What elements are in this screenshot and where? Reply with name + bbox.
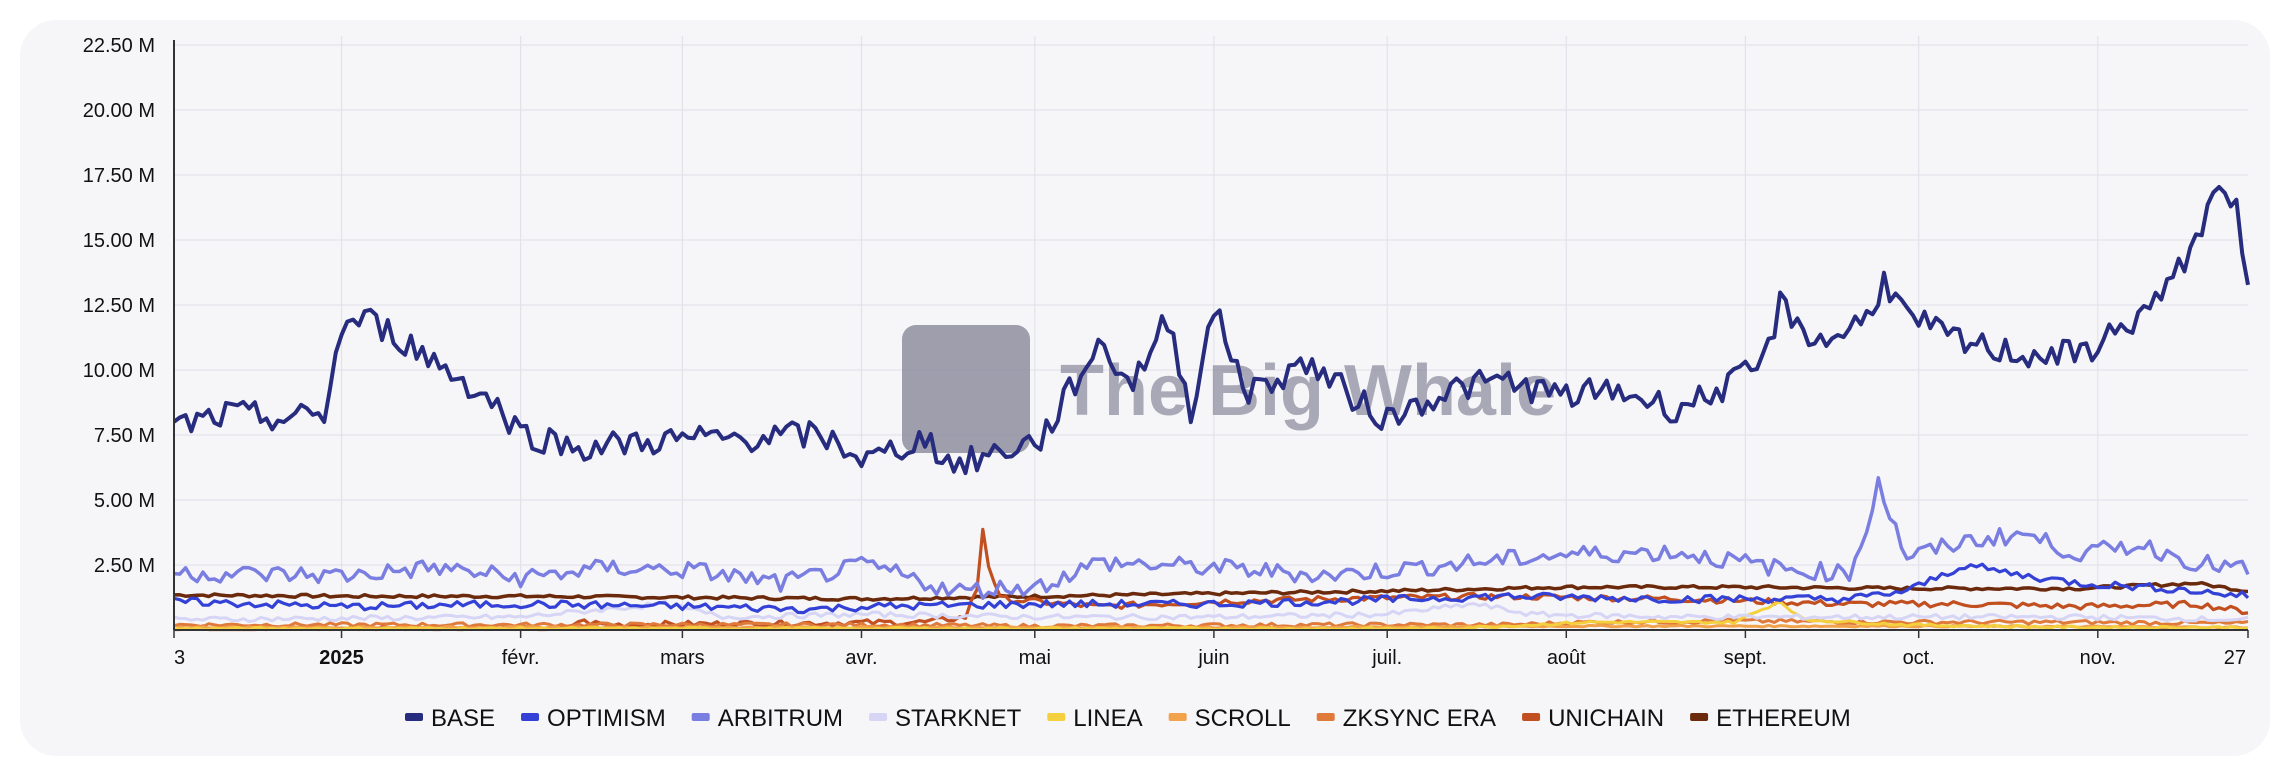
- legend-label: UNICHAIN: [1548, 705, 1664, 732]
- legend-item-linea[interactable]: LINEA: [1047, 705, 1143, 732]
- y-tick-label: 5.00 M: [94, 490, 155, 512]
- y-tick-label: 17.50 M: [83, 165, 155, 187]
- series-line-arbitrum[interactable]: [174, 476, 2250, 600]
- x-tick-label: avr.: [845, 647, 877, 669]
- legend-swatch: [521, 713, 540, 721]
- y-tick-label: 20.00 M: [83, 100, 155, 122]
- x-tick-label: 3: [174, 647, 185, 669]
- series-line-base[interactable]: [174, 185, 2250, 476]
- legend-item-scroll[interactable]: SCROLL: [1168, 705, 1291, 732]
- x-tick-label: juin: [1197, 647, 1229, 669]
- legend-item-base[interactable]: BASE: [405, 705, 495, 732]
- legend-swatch: [1522, 713, 1541, 721]
- legend-item-arbitrum[interactable]: ARBITRUM: [691, 705, 843, 732]
- x-tick-label: juil.: [1371, 647, 1402, 669]
- series-line-ethereum[interactable]: [174, 580, 2249, 602]
- legend-item-optimism[interactable]: OPTIMISM: [521, 705, 666, 732]
- watermark-logo: [902, 325, 1030, 453]
- chart-card: [20, 20, 2270, 756]
- x-tick-label: 27: [2224, 647, 2246, 669]
- y-tick-label: 12.50 M: [83, 295, 155, 317]
- x-tick-label: mai: [1019, 647, 1051, 669]
- legend-label: ARBITRUM: [718, 705, 843, 732]
- y-axis-ticks: 2.50 M 5.00 M 7.50 M 10.00 M 12.50 M 15.00 M 1…: [83, 35, 155, 577]
- series-line-zksync-era[interactable]: [174, 617, 2249, 630]
- x-tick-label: 2025: [319, 647, 364, 669]
- legend-item-ethereum[interactable]: ETHEREUM: [1690, 705, 1851, 732]
- legend-swatch: [1168, 713, 1187, 721]
- x-tick-label: févr.: [502, 647, 540, 669]
- legend-label: ZKSYNC ERA: [1343, 705, 1496, 732]
- y-tick-label: 2.50 M: [94, 555, 155, 577]
- legend-label: SCROLL: [1195, 705, 1291, 732]
- legend-swatch: [1316, 713, 1335, 721]
- x-axis-ticks: 3 2025 févr. mars avr. mai juin juil. août sept. o…: [173, 630, 2249, 669]
- y-tick-label: 7.50 M: [94, 425, 155, 447]
- legend-label: STARKNET: [895, 705, 1022, 732]
- x-tick-label: août: [1547, 647, 1586, 669]
- legend-label: OPTIMISM: [547, 705, 666, 732]
- y-tick-label: 15.00 M: [83, 230, 155, 252]
- legend-swatch: [691, 713, 710, 721]
- legend-swatch: [405, 713, 423, 721]
- legend: BASE OPTIMISM ARBITRUM STARKNET LINEA SCROLL Z…: [405, 705, 1851, 732]
- x-tick-label: nov.: [2080, 647, 2116, 669]
- series-line-starknet[interactable]: [174, 600, 2249, 624]
- legend-label: ETHEREUM: [1716, 705, 1851, 732]
- grid-lines: [174, 36, 2248, 630]
- x-tick-label: mars: [660, 647, 704, 669]
- legend-item-starknet[interactable]: STARKNET: [869, 705, 1022, 732]
- legend-label: BASE: [431, 705, 495, 732]
- legend-item-unichain[interactable]: UNICHAIN: [1522, 705, 1664, 732]
- x-tick-label: oct.: [1903, 647, 1935, 669]
- legend-swatch: [1047, 713, 1066, 721]
- watermark: The Big Whale: [902, 325, 1556, 453]
- x-tick-label: sept.: [1724, 647, 1767, 669]
- y-tick-label: 10.00 M: [83, 360, 155, 382]
- legend-label: LINEA: [1073, 705, 1142, 732]
- legend-swatch: [869, 713, 888, 721]
- legend-item-zksync-era[interactable]: ZKSYNC ERA: [1316, 705, 1496, 732]
- legend-swatch: [1690, 713, 1709, 721]
- series-line-optimism[interactable]: [174, 562, 2250, 615]
- y-tick-label: 22.50 M: [83, 35, 155, 57]
